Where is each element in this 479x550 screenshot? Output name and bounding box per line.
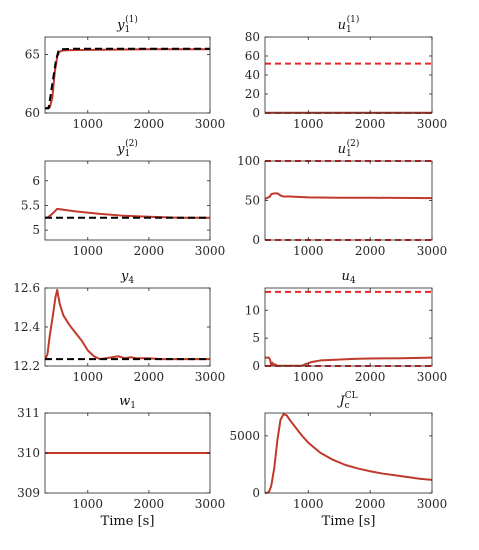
u4-ytick-label: 5 <box>252 331 260 345</box>
y4-ytick-label: 12.6 <box>13 281 40 295</box>
panel-y4: 1000 2000 3000 12.2 12.4 12.6 y4 <box>13 269 225 384</box>
panel-u4: 1000 2000 3000 0 5 10 u4 <box>245 269 448 384</box>
panel-u1-2: 1000 2000 3000 0 50 100 u1(2) <box>237 138 447 258</box>
jcl-xtick-label: 3000 <box>417 497 448 511</box>
u1-1-ytick-label: 40 <box>245 68 260 82</box>
y1-2-axes-box <box>44 160 211 241</box>
jcl-series-0 <box>265 413 432 494</box>
u4-title: u4 <box>341 269 355 286</box>
panel-u1-1: 1000 2000 3000 0 20 40 60 80 u1(1) <box>245 14 448 131</box>
u1-1-xtick-label: 2000 <box>355 117 386 131</box>
y1-1-series-0 <box>45 48 210 110</box>
y4-xtick-label: 1000 <box>73 370 104 384</box>
u1-2-xtick-label: 3000 <box>417 244 448 258</box>
y4-title: y4 <box>120 269 134 286</box>
w1-xtick-label: 2000 <box>134 497 165 511</box>
u1-2-title: u1(2) <box>338 138 360 159</box>
u1-2-axes-box <box>264 160 433 241</box>
y1-2-xtick-label: 2000 <box>134 244 165 258</box>
y1-2-ytick-label: 5.5 <box>21 198 40 212</box>
y1-2-ytick-label: 5 <box>32 223 40 237</box>
y1-1-ytick-label: 65 <box>25 48 40 62</box>
jcl-ytick-label: 5000 <box>229 429 260 443</box>
panel-y1-2: 1000 2000 3000 5 5.5 6 y1(2) <box>21 138 225 258</box>
y1-2-xtick-label: 1000 <box>73 244 104 258</box>
w1-xtick-label: 1000 <box>73 497 104 511</box>
panel-y1-1: 1000 2000 3000 60 65 y1(1) <box>25 14 226 131</box>
y4-ytick-label: 12.2 <box>13 359 40 373</box>
u1-2-ytick-label: 100 <box>237 154 260 168</box>
u1-1-ytick-label: 20 <box>245 87 260 101</box>
u1-2-ytick-label: 50 <box>245 194 260 208</box>
u4-axes-box <box>264 287 433 367</box>
y1-1-xtick-label: 2000 <box>134 117 165 131</box>
w1-xtick-label: 3000 <box>195 497 226 511</box>
u1-1-xtick-label: 3000 <box>417 117 448 131</box>
y4-xtick-label: 3000 <box>195 370 226 384</box>
y4-xtick-label: 2000 <box>134 370 165 384</box>
w1-ytick-label: 311 <box>17 406 40 420</box>
y1-2-ytick-label: 6 <box>32 174 40 188</box>
y1-1-xtick-label: 3000 <box>195 117 226 131</box>
jcl-xlabel: Time [s] <box>322 514 376 529</box>
y1-1-title: y1(1) <box>116 14 138 35</box>
u4-ytick-label: 10 <box>245 303 260 317</box>
u1-1-ytick-label: 80 <box>245 30 260 44</box>
w1-xlabel: Time [s] <box>101 514 155 529</box>
u4-series-2 <box>265 356 432 367</box>
u4-xtick-label: 1000 <box>293 370 324 384</box>
y1-1-xtick-label: 1000 <box>73 117 104 131</box>
u1-1-ytick-label: 0 <box>252 106 260 120</box>
jcl-axes-box <box>264 412 433 494</box>
u1-2-series-2 <box>265 192 432 200</box>
y1-2-series-0 <box>45 207 210 219</box>
u4-ytick-label: 0 <box>252 359 260 373</box>
u1-1-title: u1(1) <box>338 14 360 35</box>
y4-series-0 <box>45 288 210 361</box>
y4-ytick-label: 12.4 <box>13 320 40 334</box>
w1-title: w1 <box>119 394 136 411</box>
w1-ytick-label: 309 <box>17 486 40 500</box>
u1-2-xtick-label: 1000 <box>293 244 324 258</box>
y1-1-series-1 <box>45 47 210 110</box>
jcl-xtick-label: 2000 <box>355 497 386 511</box>
y1-2-title: y1(2) <box>116 138 138 159</box>
jcl-ytick-label: 0 <box>252 486 260 500</box>
y1-1-ytick-label: 60 <box>25 106 40 120</box>
jcl-xtick-label: 1000 <box>293 497 324 511</box>
jcl-title: JcCL <box>336 391 357 411</box>
y1-1-axes-box <box>44 36 211 114</box>
u1-1-ytick-label: 60 <box>245 49 260 63</box>
u1-1-axes-box <box>264 36 433 114</box>
panel-w1: 1000 2000 3000 309 310 311 w1 Time [s] <box>17 394 225 529</box>
panel-jcl: 1000 2000 3000 0 5000 JcCL Time [s] <box>229 391 447 529</box>
u1-1-xtick-label: 1000 <box>293 117 324 131</box>
w1-ytick-label: 310 <box>17 446 40 460</box>
u1-2-ytick-label: 0 <box>252 233 260 247</box>
y1-2-xtick-label: 3000 <box>195 244 226 258</box>
u1-2-xtick-label: 2000 <box>355 244 386 258</box>
u4-xtick-label: 2000 <box>355 370 386 384</box>
u4-xtick-label: 3000 <box>417 370 448 384</box>
